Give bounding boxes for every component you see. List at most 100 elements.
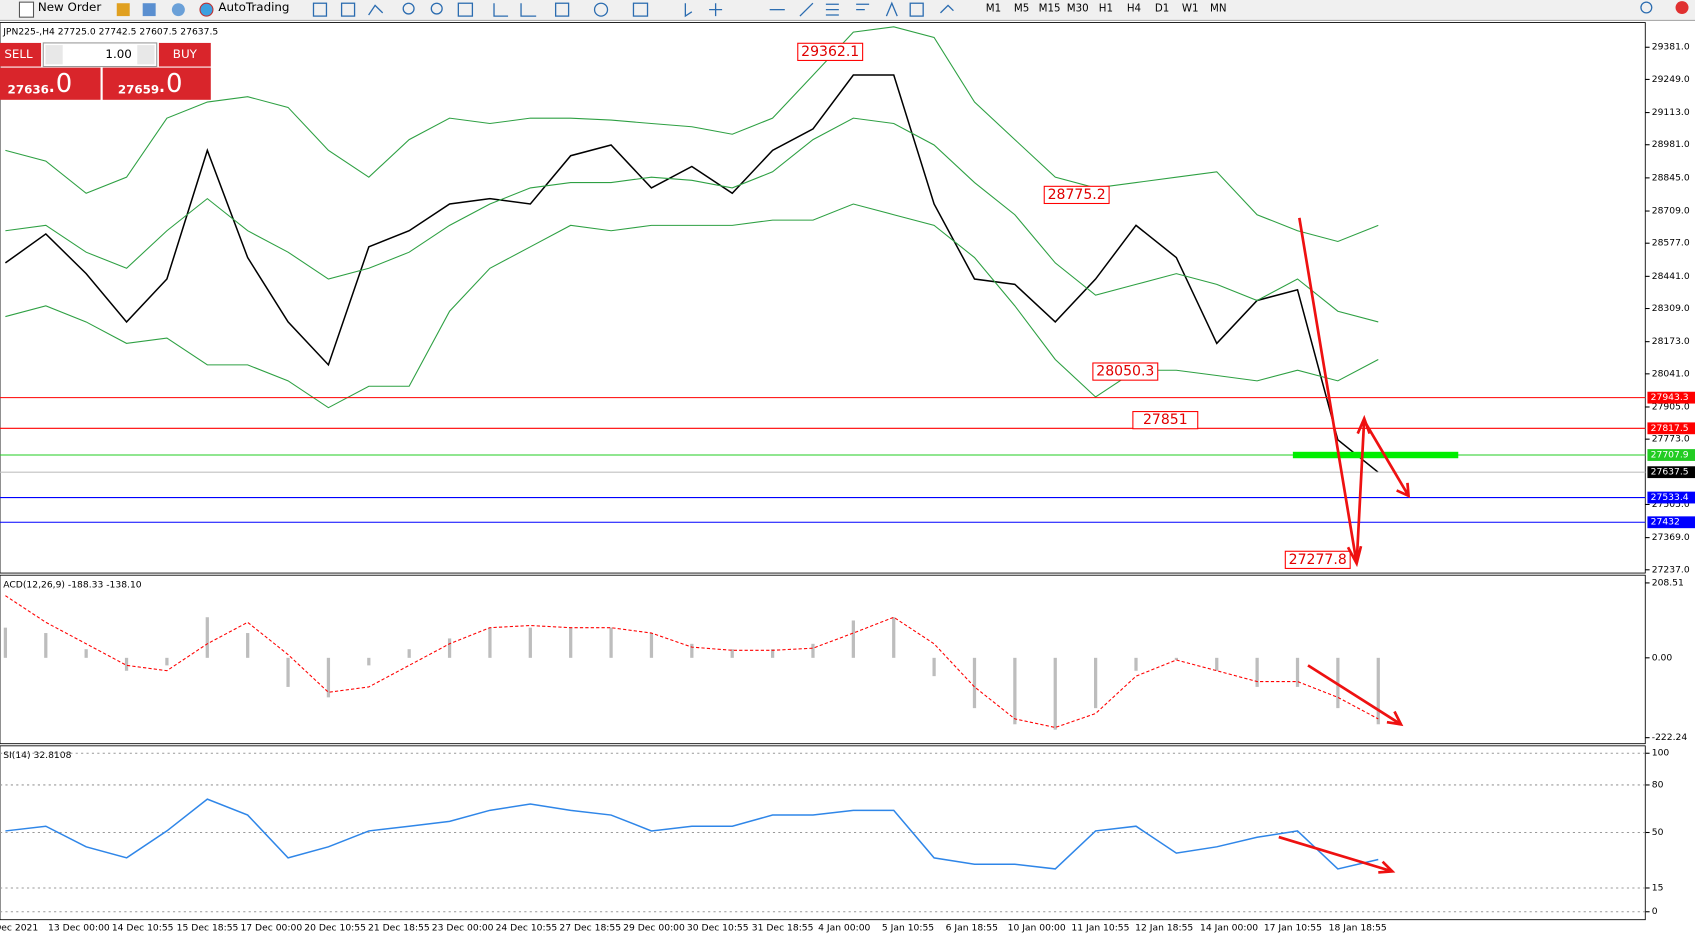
lots-field[interactable] [42,42,158,68]
support-zone [1292,451,1459,459]
price-label-box [1647,449,1695,461]
price-annotation: 29362.1 [801,44,859,60]
histogram-bar [3,627,8,658]
date-label: 24 Dec 10:55 [496,924,558,934]
y-tick-label: 27773.0 [1652,435,1690,445]
tool-icons[interactable] [312,1,1653,18]
lots-value[interactable]: 1.00 [105,47,131,61]
new-order-icon[interactable] [18,1,35,18]
y-tick-label: 28577.0 [1652,239,1690,249]
alert-icon[interactable] [1675,1,1689,14]
price-label-box [1647,516,1695,529]
histogram-bar [1174,657,1178,660]
price-label: 27943.3 [1651,393,1689,403]
date-label: 17 Jan 10:55 [1264,924,1322,934]
price-annotation-box [1043,185,1110,205]
auto-trading[interactable]: AutoTrading [218,0,289,14]
date-label: 29 Dec 00:00 [623,924,685,934]
histogram-bar [609,627,613,658]
sell-price-fraction[interactable]: .0 [48,69,73,99]
date-label: 30 Dec 10:55 [687,924,749,934]
buy-label[interactable]: BUY [173,47,198,61]
date-label: 10 Jan 00:00 [1008,924,1066,934]
buy-price[interactable]: 27659 [118,83,159,97]
y-tick-label: 28173.0 [1652,337,1690,347]
timeframe-button[interactable]: H1 [1099,4,1113,15]
timeframe-button[interactable]: M30 [1067,4,1089,15]
buy-price-fraction[interactable]: .0 [158,69,183,99]
histogram-bar [1053,657,1057,730]
y-tick-label: 100 [1652,749,1670,759]
timeframe-button[interactable]: W1 [1182,4,1199,15]
price-label: 27707.9 [1651,451,1689,461]
y-tick-label: 15 [1652,883,1664,893]
histogram-bar [447,638,452,658]
trend-arrows [1278,217,1411,874]
sell-price-box[interactable] [0,67,101,100]
icon[interactable] [116,3,130,17]
histogram-bar [44,633,48,658]
histogram-bar [811,643,815,658]
y-tick-label: 27905.0 [1652,403,1690,413]
histogram-bar [972,657,977,709]
timeframe-button[interactable]: M1 [986,4,1001,15]
date-label: 23 Dec 00:00 [432,924,494,934]
timeframe-button[interactable]: H4 [1127,4,1141,15]
date-label: 13 Dec 00:00 [48,924,110,934]
chart: SI(14) 32.8108 100 80 50 15 0 [0,749,1669,917]
y-tick-label: 29113.0 [1652,108,1690,118]
date-label: 5 Jan 10:55 [882,924,934,934]
date-label: 21 Dec 18:55 [368,924,430,934]
y-tick-label: 0 [1652,907,1658,917]
lots-up[interactable] [137,45,155,65]
sell-button[interactable] [0,42,42,67]
trade-panel: SELL 1.00 BUY 27636 .0 27659 .0 [0,42,211,100]
histogram-bar [932,657,936,677]
price-label-box [1647,422,1695,435]
price-annotation: 28775.2 [1048,187,1106,203]
date-label: 4 Jan 00:00 [818,924,870,934]
icon[interactable] [171,3,185,17]
buy-button[interactable] [158,42,211,67]
chart: ACD(12,26,9) -188.33 -138.10 208.51 0.00 -2… [3,578,1687,743]
y-tick-label: 0.00 [1652,653,1673,663]
y-tick-label: 28845.0 [1652,173,1690,183]
date-label: 20 Dec 10:55 [304,924,366,934]
histogram-bar [730,649,734,658]
price-label: 27533.4 [1651,493,1689,503]
buy-price-box[interactable] [102,67,211,100]
y-tick-label: 28709.0 [1652,207,1690,217]
histogram-bar [165,657,169,666]
histogram-bar [1295,657,1300,687]
price-label-box [1647,491,1695,504]
lots-down[interactable] [45,45,63,65]
series-line [4,74,1379,473]
histogram-bar [770,649,775,658]
indicator-title: JPN225-,H4 27725.0 27742.5 27607.5 27637… [2,28,218,38]
timeframe-button[interactable]: M5 [1014,4,1029,15]
sell-label[interactable]: SELL [4,47,33,61]
new-order[interactable]: New Order [38,0,102,14]
date-label: Dec 2021 [0,924,38,934]
timeframe-button[interactable]: M15 [1039,4,1061,15]
icon[interactable] [142,3,156,17]
timeframe-button[interactable]: MN [1210,4,1227,15]
date-label: 15 Dec 18:55 [177,924,239,934]
sell-price[interactable]: 27636 [8,83,49,97]
auto-trading-icon[interactable] [199,2,214,17]
price-label: 27637.5 [1651,468,1689,478]
price-annotation: 28050.3 [1096,364,1154,380]
timeframe-button[interactable]: D1 [1155,4,1169,15]
histogram-bar [367,657,371,666]
date-label: 14 Jan 00:00 [1200,924,1258,934]
y-tick-label: 50 [1652,828,1664,838]
histogram-bar [1376,657,1380,725]
price-annotation-box [797,42,864,61]
y-tick-label: 29381.0 [1652,43,1690,53]
y-tick-label: 27237.0 [1652,565,1690,575]
histogram-bar [326,657,331,698]
histogram-bar [528,627,532,658]
